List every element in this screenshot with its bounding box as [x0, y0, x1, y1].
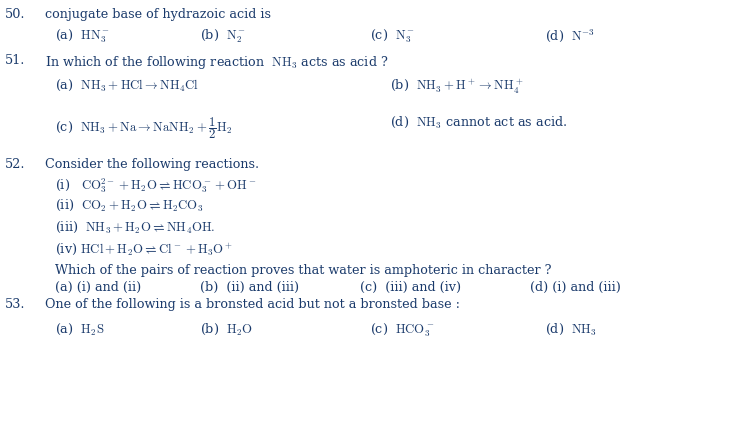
Text: (i)   $\mathrm{CO_3^{2-}+H_2O \rightleftharpoons HCO_3^- +OH^-}$: (i) $\mathrm{CO_3^{2-}+H_2O \rightleftha…: [55, 176, 257, 194]
Text: (b)  $\mathrm{NH_3 + H^+ \rightarrow NH_4^+}$: (b) $\mathrm{NH_3 + H^+ \rightarrow NH_4…: [390, 78, 524, 96]
Text: 50.: 50.: [5, 8, 25, 21]
Text: (b)  $\mathrm{N_2^-}$: (b) $\mathrm{N_2^-}$: [200, 28, 247, 45]
Text: (ii)  $\mathrm{CO_2 +H_2O \rightleftharpoons H_2CO_3}$: (ii) $\mathrm{CO_2 +H_2O \rightleftharpo…: [55, 198, 203, 213]
Text: In which of the following reaction  $\mathrm{NH_3}$ acts as acid ?: In which of the following reaction $\mat…: [45, 54, 388, 71]
Text: (b)  (ii) and (iii): (b) (ii) and (iii): [200, 281, 299, 294]
Text: (a)  $\mathrm{NH_3 + HCl \rightarrow NH_4Cl}$: (a) $\mathrm{NH_3 + HCl \rightarrow NH_4…: [55, 78, 199, 93]
Text: Consider the following reactions.: Consider the following reactions.: [45, 158, 259, 171]
Text: (iii)  $\mathrm{NH_3 +H_2O \rightleftharpoons NH_4OH.}$: (iii) $\mathrm{NH_3 +H_2O \rightleftharp…: [55, 220, 215, 235]
Text: conjugate base of hydrazoic acid is: conjugate base of hydrazoic acid is: [45, 8, 271, 21]
Text: (iv) $\mathrm{HCl+H_2O \rightleftharpoons Cl^- +H_3O^+}$: (iv) $\mathrm{HCl+H_2O \rightleftharpoon…: [55, 242, 233, 258]
Text: (b)  $\mathrm{H_2O}$: (b) $\mathrm{H_2O}$: [200, 322, 253, 337]
Text: 53.: 53.: [5, 298, 25, 311]
Text: Which of the pairs of reaction proves that water is amphoteric in character ?: Which of the pairs of reaction proves th…: [55, 264, 551, 277]
Text: (d)  $\mathrm{NH_3}$ cannot act as acid.: (d) $\mathrm{NH_3}$ cannot act as acid.: [390, 115, 567, 130]
Text: (d)  $\mathrm{N^{-3}}$: (d) $\mathrm{N^{-3}}$: [545, 28, 595, 44]
Text: (d) (i) and (iii): (d) (i) and (iii): [530, 281, 621, 294]
Text: (a)  $\mathrm{H_2S}$: (a) $\mathrm{H_2S}$: [55, 322, 105, 337]
Text: (c)  $\mathrm{N_3^-}$: (c) $\mathrm{N_3^-}$: [370, 28, 415, 45]
Text: 51.: 51.: [5, 54, 25, 67]
Text: One of the following is a bronsted acid but not a bronsted base :: One of the following is a bronsted acid …: [45, 298, 460, 311]
Text: (c)  (iii) and (iv): (c) (iii) and (iv): [360, 281, 461, 294]
Text: (c)  $\mathrm{HCO_3^-}$: (c) $\mathrm{HCO_3^-}$: [370, 322, 434, 339]
Text: 52.: 52.: [5, 158, 25, 171]
Text: (a) (i) and (ii): (a) (i) and (ii): [55, 281, 141, 294]
Text: (a)  $\mathrm{HN_3^-}$: (a) $\mathrm{HN_3^-}$: [55, 28, 110, 45]
Text: (c)  $\mathrm{NH_3 + Na \rightarrow NaNH_2 + \dfrac{1}{2}H_2}$: (c) $\mathrm{NH_3 + Na \rightarrow NaNH_…: [55, 115, 232, 141]
Text: (d)  $\mathrm{NH_3}$: (d) $\mathrm{NH_3}$: [545, 322, 597, 337]
